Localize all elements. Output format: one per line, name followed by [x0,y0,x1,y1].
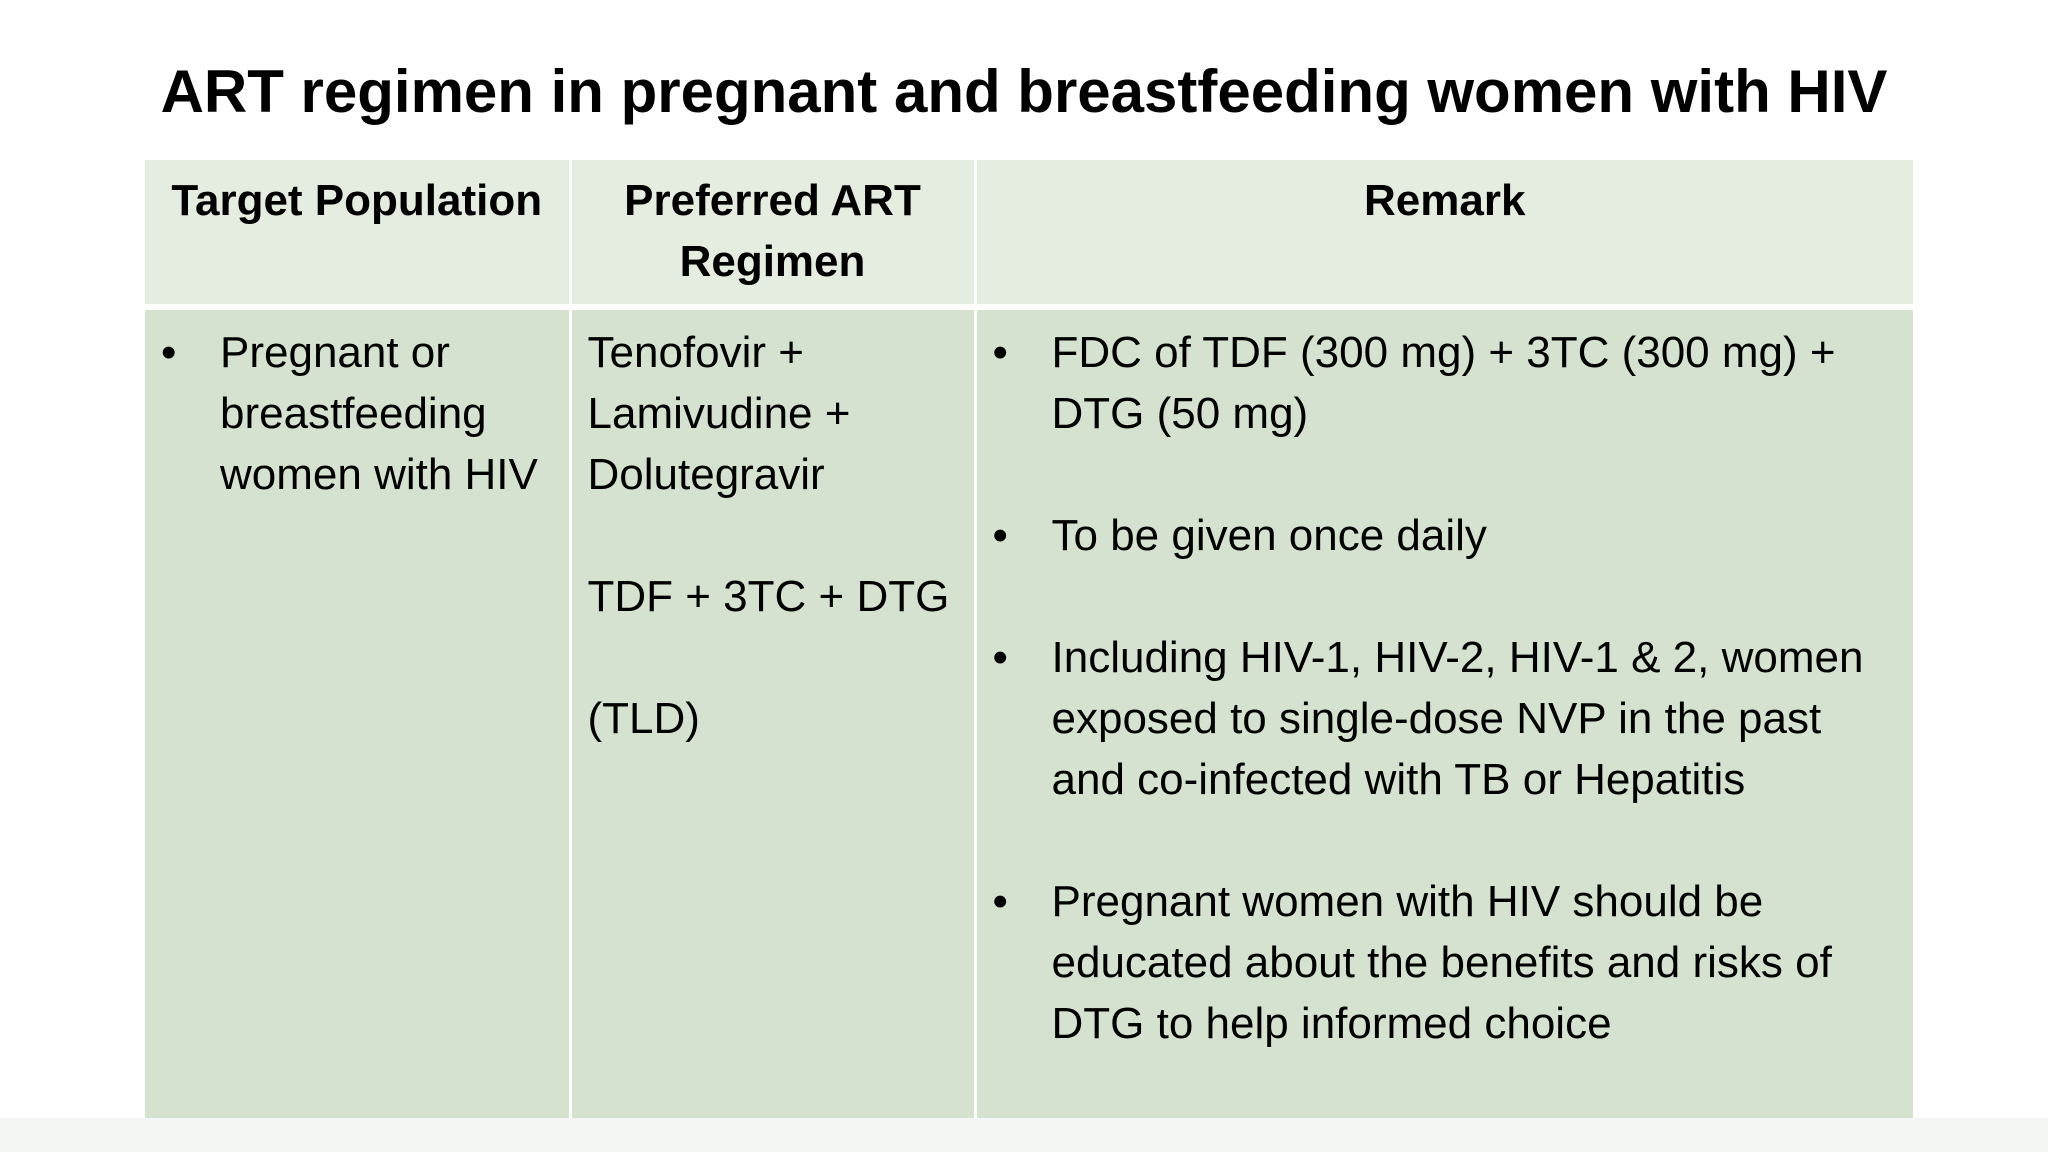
regimen-short-name: (TLD) [587,694,700,743]
bullet-icon: • [992,633,1008,682]
regimen-name-line: Tenofovir + [587,328,804,377]
header-remark: Remark [975,160,1913,310]
list-item: • Pregnant women with HIV should be educ… [993,871,1898,1054]
regimen-abbreviation: TDF + 3TC + DTG [587,572,950,621]
bullet-icon: • [161,328,177,377]
slide-title: ART regimen in pregnant and breastfeedin… [160,58,1888,125]
remark-cell: • FDC of TDF (300 mg) + 3TC (300 mg) + D… [975,307,1913,1132]
regimen-name-line: Dolutegravir [587,450,825,499]
remark-text: Pregnant women with HIV should be educat… [1051,877,1832,1048]
header-row: Target Population Preferred ART Regimen … [145,160,1913,310]
preferred-regimen-cell: Tenofovir + Lamivudine + Dolutegravir TD… [570,307,977,1132]
spacer [588,505,958,566]
target-population-text: Pregnant or breastfeeding women with HIV [220,328,538,499]
list-item: • Pregnant or breastfeeding women with H… [161,322,553,505]
bullet-icon: • [992,511,1008,560]
remark-list: • FDC of TDF (300 mg) + 3TC (300 mg) + D… [993,322,1898,1054]
header-preferred-regimen: Preferred ART Regimen [570,160,977,310]
remark-text: To be given once daily [1051,511,1487,560]
footer-band [0,1118,2048,1152]
list-item: • To be given once daily [993,505,1898,566]
spacer [588,627,958,688]
regimen-table: Target Population Preferred ART Regimen … [145,160,1913,1132]
bullet-icon: • [992,328,1008,377]
header-target-population: Target Population [145,160,572,310]
target-population-list: • Pregnant or breastfeeding women with H… [161,322,553,505]
remark-text: Including HIV-1, HIV-2, HIV-1 & 2, women… [1051,633,1864,804]
list-item: • FDC of TDF (300 mg) + 3TC (300 mg) + D… [993,322,1898,444]
body-row: • Pregnant or breastfeeding women with H… [145,307,1913,1132]
bullet-icon: • [992,877,1008,926]
list-item: • Including HIV-1, HIV-2, HIV-1 & 2, wom… [993,627,1898,810]
remark-text: FDC of TDF (300 mg) + 3TC (300 mg) + DTG… [1051,328,1836,438]
target-population-cell: • Pregnant or breastfeeding women with H… [145,307,572,1132]
regimen-name-line: Lamivudine + [587,389,851,438]
